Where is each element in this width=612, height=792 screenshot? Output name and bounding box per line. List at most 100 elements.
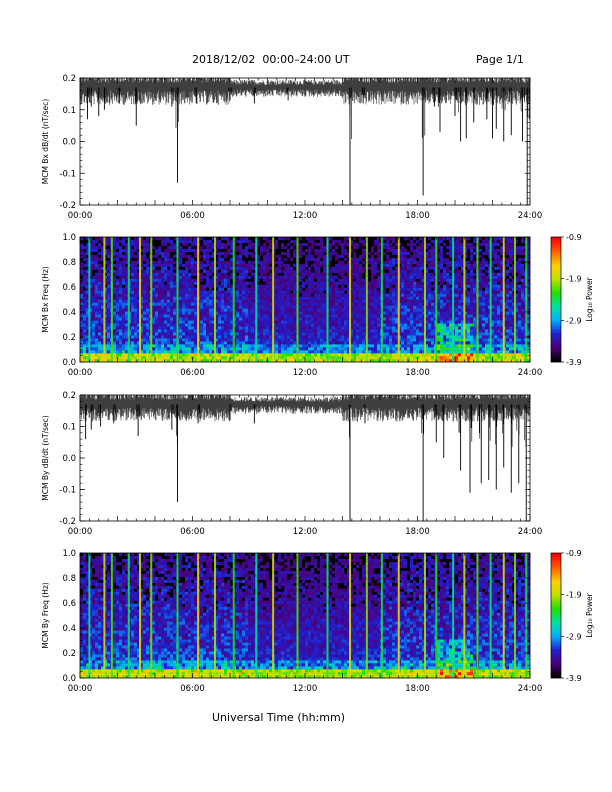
spectro-cell (80, 269, 84, 273)
spectro-cell (251, 323, 255, 327)
spectro-cell (425, 356, 429, 360)
spectro-cell (401, 323, 405, 327)
spectro-cell (440, 266, 444, 270)
spectro-cell (263, 242, 267, 247)
spectro-cell (143, 290, 147, 294)
spectro-cell (206, 248, 210, 253)
spectro-cell (275, 239, 279, 244)
spectro-cell (236, 239, 240, 244)
spectro-cell (209, 311, 213, 315)
spectro-cell (404, 296, 408, 300)
spectro-cell (287, 341, 291, 345)
spectro-cell (182, 344, 186, 348)
spectro-cell (335, 311, 339, 315)
spectro-cell (182, 356, 186, 360)
spectro-cell (392, 326, 396, 330)
spectro-cell (284, 290, 288, 294)
spectro-cell (419, 305, 423, 309)
spectro-cell (245, 359, 249, 363)
spectro-cell (221, 320, 225, 324)
spectro-cell (101, 251, 105, 256)
spectro-cell (89, 287, 93, 291)
spectro-cell (422, 254, 426, 259)
spectro-cell (152, 299, 156, 303)
spectro-cell (92, 335, 96, 339)
spectro-cell (410, 326, 414, 330)
spectro-cell (368, 305, 372, 309)
spectro-cell (323, 317, 327, 321)
spectro-cell (146, 287, 150, 291)
spectro-cell (383, 272, 387, 276)
spectro-cell (245, 353, 249, 357)
spectro-cell (416, 266, 420, 270)
spectro-cell (449, 278, 453, 282)
spectro-cell (347, 329, 351, 333)
spectro-cell (122, 272, 126, 276)
spectro-cell (356, 326, 360, 330)
spectro-cell (362, 302, 366, 306)
spectro-cell (188, 353, 192, 357)
spectro-cell (416, 290, 420, 294)
spectro-cell (185, 299, 189, 303)
spectro-cell (356, 296, 360, 300)
spectro-cell (98, 272, 102, 276)
spectro-cell (443, 317, 447, 321)
spectro-cell (248, 299, 252, 303)
spectro-cell (179, 305, 183, 309)
spectro-cell (374, 320, 378, 324)
spectro-cell (152, 350, 156, 354)
spectro-cell (179, 329, 183, 333)
spectro-cell (113, 275, 117, 279)
spectro-cell (80, 260, 84, 264)
spectro-cell (143, 350, 147, 354)
spectro-cell (356, 287, 360, 291)
spectro-cell (152, 347, 156, 351)
spectro-cell (371, 335, 375, 339)
spectro-cell (407, 329, 411, 333)
spectro-cell (212, 299, 216, 303)
spectro-cell (86, 323, 90, 327)
spectro-cell (218, 242, 222, 247)
spectro-cell (314, 314, 318, 318)
spectro-cell (80, 350, 84, 354)
spectro-cell (215, 329, 219, 333)
spectro-cell (443, 314, 447, 318)
spectro-cell (281, 269, 285, 273)
spectro-cell (182, 341, 186, 345)
spectro-cell (170, 272, 174, 276)
spectro-cell (107, 263, 111, 267)
spectro-cell (143, 299, 147, 303)
spectro-cell (86, 317, 90, 321)
spectro-cell (95, 245, 99, 250)
spectro-cell (419, 278, 423, 282)
spectro-cell (293, 341, 297, 345)
spectro-cell (134, 338, 138, 342)
spectro-cell (221, 344, 225, 348)
spectro-cell (209, 356, 213, 360)
spectro-cell (194, 287, 198, 291)
spectro-cell (119, 329, 123, 333)
spectro-cell (287, 296, 291, 300)
spectro-cell (425, 242, 429, 247)
spectro-cell (242, 272, 246, 276)
spectro-cell (221, 272, 225, 276)
spectro-cell (113, 317, 117, 321)
spectro-cell (344, 269, 348, 273)
spectro-cell (221, 293, 225, 297)
spectro-cell (83, 272, 87, 276)
spectro-cell (422, 356, 426, 360)
spectro-cell (293, 248, 297, 253)
spectro-cell (83, 302, 87, 306)
spectro-cell (239, 320, 243, 324)
spectro-cell (89, 242, 93, 247)
spectro-cell (131, 344, 135, 348)
spectro-cell (422, 251, 426, 256)
spectro-cell (245, 344, 249, 348)
spectro-cell (446, 260, 450, 264)
spectro-cell (413, 317, 417, 321)
spectro-cell (203, 251, 207, 256)
spectro-cell (320, 260, 324, 264)
spectro-cell (137, 311, 141, 315)
spectro-cell (395, 272, 399, 276)
spectro-cell (122, 275, 126, 279)
